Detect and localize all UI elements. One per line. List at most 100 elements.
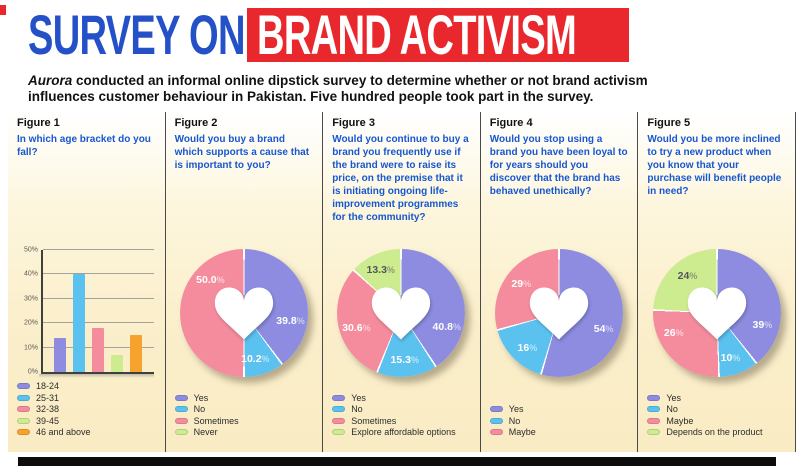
legend-swatch: [17, 429, 30, 436]
legend-item: No: [647, 404, 786, 416]
legend-swatch: [489, 429, 503, 436]
legend-item: Maybe: [489, 427, 629, 439]
legend-swatch: [647, 406, 661, 413]
figure-1-chart-area: 0% 10% 20% 30% 40% 50%: [17, 246, 156, 380]
legend-item: 32-38: [17, 404, 156, 416]
legend-swatch: [647, 394, 661, 401]
legend-label: No: [666, 404, 678, 415]
legend-label: No: [351, 404, 363, 415]
legend-label: Explore affordable options: [351, 427, 456, 438]
legend-label: Sometimes: [193, 415, 239, 426]
title-brand-activism: BRAND ACTIVISM: [256, 8, 577, 62]
figure-1-label: Figure 1: [17, 117, 60, 129]
legend-label: 39-45: [36, 415, 60, 426]
figure-5-label: Figure 5: [647, 117, 691, 129]
legend-label: 25-31: [36, 392, 60, 403]
pie-slice-label: 24%: [677, 269, 698, 282]
figure-4-question: Would you stop using a brand you have be…: [489, 134, 628, 197]
bar-18-24: [54, 337, 67, 372]
header: SURVEY ON BRAND ACTIVISM Aurora conducte…: [28, 7, 800, 105]
pie-slice-label: 10.2%: [241, 352, 270, 365]
figure-2-question: Would you buy a brand which supports a c…: [174, 134, 310, 171]
legend-label: Yes: [193, 392, 209, 403]
legend-swatch: [17, 417, 30, 424]
legend-item: Maybe: [647, 415, 786, 427]
legend-label: Maybe: [666, 415, 694, 426]
y-axis-tick: 50%: [23, 246, 38, 254]
legend-label: Depends on the product: [666, 427, 763, 438]
gridline: [43, 249, 154, 250]
figure-2-chart-area: 39.8% 10.2% 50.0%: [175, 246, 314, 380]
figure-1-question: In which age bracket do you fall?: [17, 134, 151, 158]
legend-swatch: [17, 394, 30, 401]
figure-panel-4: Figure 4 Would you stop using a brand yo…: [481, 112, 639, 452]
legend-label: 18-24: [36, 381, 60, 392]
page-title: SURVEY ON BRAND ACTIVISM: [28, 7, 800, 63]
pie-slice-label: 29%: [511, 278, 532, 291]
axis-shadow: [39, 374, 154, 378]
legend-item: 18-24: [17, 381, 156, 393]
gridline: [43, 273, 154, 275]
legend-item: Explore affordable options: [332, 427, 471, 439]
subtitle-publication: Aurora: [28, 73, 73, 88]
title-survey-on: SURVEY ON: [28, 3, 245, 66]
legend-label: 46 and above: [36, 427, 91, 438]
bar-25-31: [73, 274, 86, 372]
figure-2-pie-chart: 39.8% 10.2% 50.0%: [179, 249, 308, 377]
pie-slice-label: 16%: [517, 342, 538, 355]
pie-slice-label: 54%: [593, 323, 614, 336]
legend-item: Yes: [332, 392, 471, 404]
legend-item: 39-45: [17, 415, 156, 427]
y-axis-tick: 40%: [23, 270, 38, 278]
legend-label: Yes: [508, 404, 524, 415]
legend-item: Never: [174, 427, 314, 439]
gridline: [43, 297, 154, 299]
legend-swatch: [489, 417, 503, 424]
pie-slice-label: 50.0%: [196, 273, 225, 286]
title-highlight-box: BRAND ACTIVISM: [246, 8, 629, 62]
subtitle-line2: influences customer behaviour in Pakista…: [28, 89, 594, 104]
figure-panel-2: Figure 2 Would you buy a brand which sup…: [166, 112, 324, 452]
figure-panel-1: Figure 1 In which age bracket do you fal…: [8, 112, 166, 452]
legend-item: Sometimes: [174, 415, 314, 427]
figure-4-pie-chart: 54% 16% 29%: [495, 249, 624, 377]
legend-swatch: [332, 417, 346, 424]
figure-1-legend: 18-24 25-31 32-38 39-45 46 and above: [17, 380, 156, 452]
legend-item: No: [174, 404, 314, 416]
bar-46 and above: [130, 335, 143, 372]
subtitle: Aurora conducted an informal online dips…: [28, 73, 788, 105]
y-axis-tick: 20%: [23, 319, 38, 327]
footer-bar: [18, 457, 776, 466]
figure-3-legend: Yes No Sometimes Explore affordable options: [332, 380, 471, 452]
legend-label: Maybe: [508, 427, 536, 438]
y-axis-tick: 10%: [23, 344, 38, 352]
legend-swatch: [332, 406, 346, 413]
pie-slice-label: 26%: [663, 327, 684, 339]
figure-2-label: Figure 2: [174, 117, 218, 129]
legend-item: 46 and above: [17, 427, 156, 439]
figure-4-legend: Yes No Maybe: [489, 380, 629, 452]
legend-label: Yes: [666, 392, 682, 403]
pie-slice-label: 10%: [720, 352, 741, 365]
legend-item: No: [489, 415, 629, 427]
corner-mark: [0, 5, 6, 15]
figure-panel-3: Figure 3 Would you continue to buy a bra…: [323, 112, 481, 452]
legend-swatch: [647, 429, 661, 436]
figure-panel-5: Figure 5 Would you be more inclined to t…: [638, 112, 796, 452]
legend-swatch: [332, 394, 346, 401]
legend-swatch: [174, 406, 188, 413]
pie-slice-label: 15.3%: [390, 354, 420, 367]
legend-item: No: [332, 404, 471, 416]
figure-5-chart-area: 39% 10% 26% 24%: [647, 246, 786, 380]
figure-4-chart-area: 54% 16% 29%: [490, 246, 629, 380]
figure-3-chart-area: 40.8% 15.3% 30.6% 13.3%: [332, 246, 471, 380]
legend-label: 32-38: [36, 404, 60, 415]
figure-3-label: Figure 3: [332, 117, 375, 129]
legend-swatch: [489, 406, 503, 413]
legend-item: Sometimes: [332, 415, 471, 427]
legend-swatch: [17, 383, 30, 390]
gridline: [43, 322, 154, 324]
figure-3-question: Would you continue to buy a brand you fr…: [332, 134, 469, 223]
subtitle-line1: conducted an informal online dipstick su…: [72, 73, 648, 88]
